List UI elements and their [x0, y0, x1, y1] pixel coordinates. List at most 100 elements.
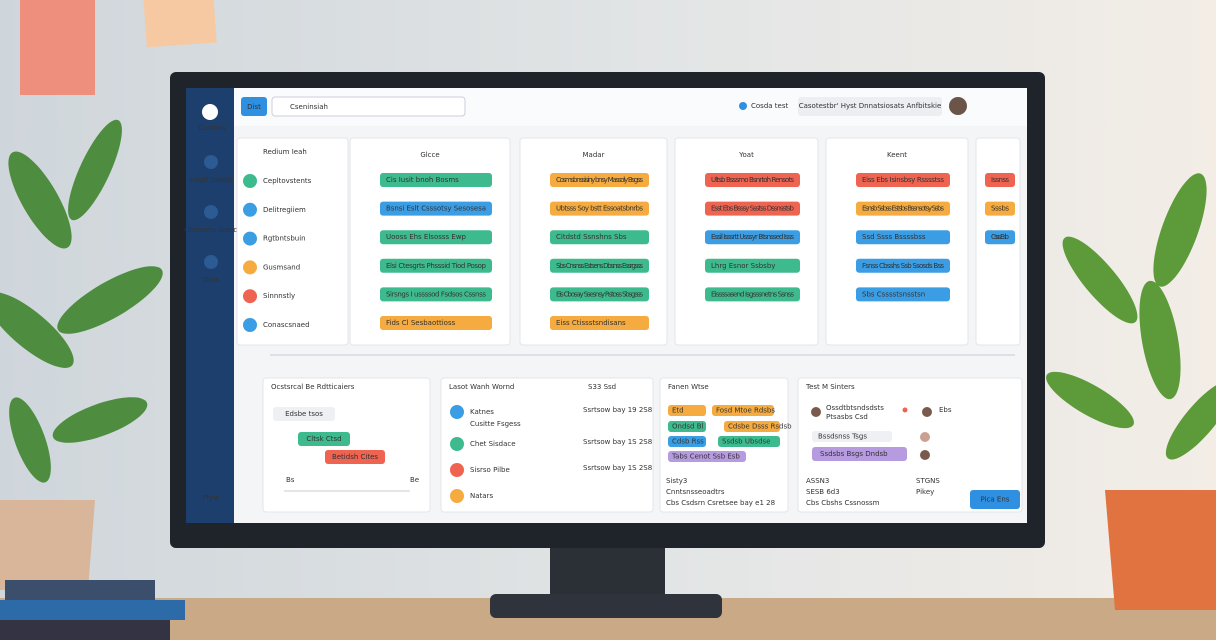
card[interactable]: [856, 173, 950, 187]
panel: [236, 137, 349, 346]
card[interactable]: [380, 201, 492, 216]
tag-text: Ondsd Bl: [672, 423, 704, 431]
card[interactable]: [550, 287, 649, 302]
tag: [718, 436, 780, 447]
item-icon: [450, 405, 464, 419]
label: Cosmos: [198, 124, 226, 132]
tag-text: Cdsbe Dsss Rsdsb: [728, 423, 792, 431]
item-sub: Cusitte Fsgess: [470, 420, 521, 428]
card[interactable]: [705, 287, 800, 302]
card[interactable]: [550, 173, 649, 187]
nav-item[interactable]: Ssipd Itsdels: [189, 176, 233, 184]
button-label: Pica Ens: [981, 496, 1010, 504]
item-name[interactable]: Chet Sisdace: [470, 440, 516, 448]
tag-text: Etd: [672, 407, 684, 415]
sticky-note: [20, 0, 95, 95]
chip: [298, 432, 350, 446]
card-text: Csss Esb: [991, 233, 1010, 241]
card-text: Lhrg Esnor Ssbsby: [711, 262, 775, 270]
card[interactable]: [856, 201, 950, 216]
list-item[interactable]: Delitregiiem: [263, 206, 306, 214]
list-item[interactable]: Conascsnaed: [263, 321, 310, 329]
card[interactable]: [705, 258, 800, 273]
pot: [0, 500, 95, 590]
chip-text: Edsbe tsos: [285, 410, 323, 418]
account-icon: [739, 102, 747, 110]
panel-title: Fanen Wtse: [668, 383, 709, 391]
item-icon: [243, 289, 257, 304]
tag: [668, 421, 706, 432]
item-icon: [243, 231, 257, 246]
card[interactable]: [550, 230, 649, 245]
item-icon: [243, 318, 257, 332]
card-text: Ssd Ssss Bssssbss: [862, 233, 926, 241]
pot: [1105, 490, 1216, 610]
search-box[interactable]: [271, 96, 466, 117]
card[interactable]: [380, 258, 492, 273]
card[interactable]: [380, 287, 492, 302]
tag: [668, 436, 706, 447]
avatar: [922, 407, 932, 417]
tag: [712, 405, 774, 416]
card-text: Cosmsbnssisiny bnsy Massoly Bsgss: [556, 176, 643, 184]
card-text: Sbs Csssstsnsstsn: [862, 290, 925, 298]
card-text: Uooss Ehs Elsosss Ewp: [386, 233, 467, 241]
card-text: Cis Iusit bnoh Bosms: [386, 176, 459, 184]
card[interactable]: [550, 258, 649, 273]
button[interactable]: [241, 97, 267, 116]
row-text: Bssdsnss Tsgs: [818, 433, 867, 441]
card[interactable]: [985, 173, 1015, 187]
card-text: Sbs Cnsnss Estsens Dbsnss Essrgsss: [556, 262, 643, 270]
column-title: Keent: [887, 151, 907, 159]
card[interactable]: [705, 173, 800, 187]
footer-text: Sisty3: [666, 477, 687, 485]
book: [0, 620, 170, 640]
meta: S33 Ssd: [588, 383, 616, 391]
item-icon: [243, 202, 257, 217]
item-name[interactable]: Katnes: [470, 408, 494, 416]
item-name[interactable]: Sisrso Pilbe: [470, 466, 510, 474]
search-text: Cseninsiah: [290, 103, 328, 111]
list-item[interactable]: Rgtbntsbuin: [263, 235, 306, 243]
account[interactable]: Cosda test: [751, 102, 788, 110]
card[interactable]: [550, 201, 649, 216]
list-item[interactable]: Cepltovstents: [263, 177, 312, 185]
footer-text: SESB 6d3: [806, 488, 840, 496]
card[interactable]: [705, 230, 800, 245]
card[interactable]: [985, 201, 1015, 216]
card[interactable]: [856, 230, 950, 245]
item-date: Ssrtsow bay 19 2S8: [583, 406, 652, 414]
nav-item[interactable]: Dsss: [203, 276, 220, 284]
card-text: Ubtsss Soy bstt Essoatsbnrbs: [556, 205, 643, 213]
button[interactable]: [970, 490, 1020, 509]
list-item[interactable]: Gusmsand: [263, 263, 300, 271]
book: [0, 600, 185, 620]
item-date: Ssrtsow bay 1S 2S8: [583, 438, 652, 446]
banner: [798, 97, 942, 116]
card[interactable]: [856, 287, 950, 302]
item-name[interactable]: Natars: [470, 492, 493, 500]
tag: [668, 405, 706, 416]
card-text: Fids Cl Sesbaottioss: [386, 319, 456, 327]
item-icon: [450, 463, 464, 477]
footer-text: STGNS: [916, 477, 940, 485]
card[interactable]: [380, 230, 492, 245]
list-item[interactable]: Sinnnstly: [263, 292, 295, 300]
card[interactable]: [856, 258, 950, 273]
card[interactable]: [550, 316, 649, 330]
chip: [273, 407, 335, 421]
card-text: Citdstd Ssnshns Sbs: [556, 233, 627, 241]
tag-text: Tabs Cenot Ssb Esb: [671, 453, 740, 461]
chip-text: Betidsh Cites: [332, 453, 378, 461]
row-text: Ssdsbs Bsgs Dndsb: [820, 450, 888, 458]
plant: [1046, 173, 1216, 460]
card[interactable]: [985, 230, 1015, 245]
card[interactable]: [705, 201, 800, 216]
card[interactable]: [380, 173, 492, 187]
nav-item[interactable]: Cenosms Ioaed: [184, 226, 238, 234]
card[interactable]: [380, 316, 492, 330]
card-text: Esst Ebs Bsssy Ssstss Dssnsstsb: [711, 205, 795, 213]
footer-text: Cnntsnsseoadtrs: [666, 488, 725, 496]
panel-title: Test M Sinters: [805, 383, 855, 391]
card-text: Ultsb Bsssmo Bsnrtoh Rensots: [711, 176, 794, 184]
